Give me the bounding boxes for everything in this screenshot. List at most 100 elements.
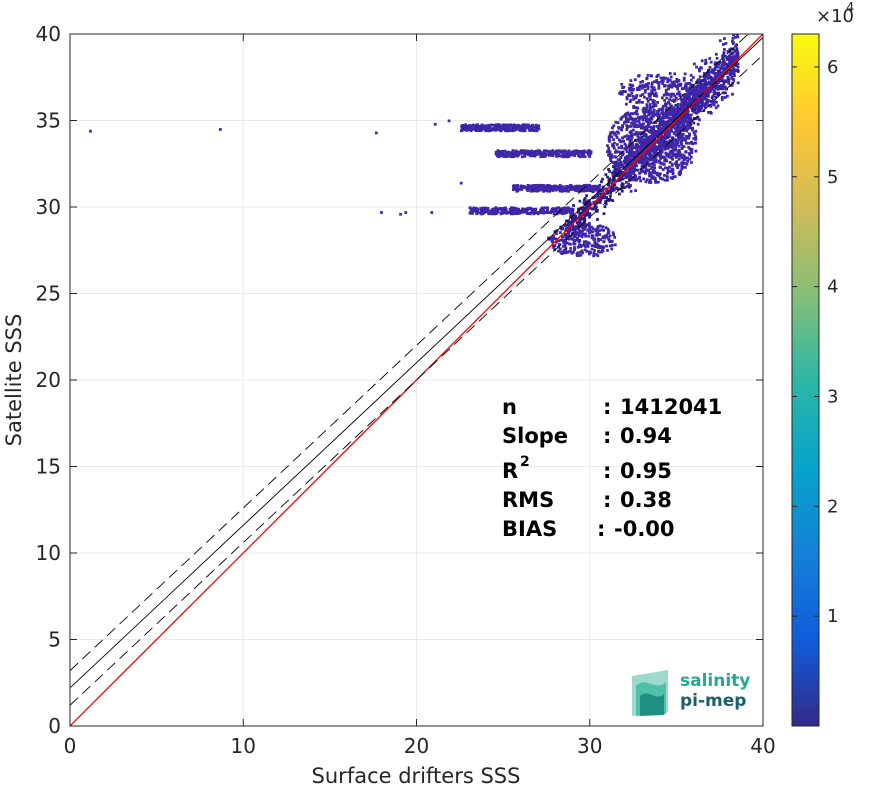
- density-cell: [521, 127, 524, 131]
- density-cell: [710, 68, 714, 72]
- density-cell: [612, 161, 615, 164]
- density-cell: [702, 87, 706, 91]
- density-cell: [586, 245, 590, 248]
- density-cell: [648, 163, 651, 166]
- density-scatter: [89, 34, 740, 258]
- density-cell: [659, 157, 662, 160]
- density-cell: [671, 152, 675, 155]
- density-cell: [679, 111, 682, 115]
- density-cell: [674, 110, 678, 114]
- density-cell: [627, 177, 631, 181]
- density-cell: [641, 161, 645, 165]
- density-cell: [620, 144, 623, 148]
- density-cell: [700, 89, 704, 93]
- density-cell: [619, 90, 623, 94]
- density-cell: [521, 125, 525, 128]
- density-cell: [664, 120, 668, 124]
- density-cell: [526, 126, 530, 130]
- density-cell: [579, 185, 582, 189]
- density-cell: [598, 245, 601, 248]
- density-cell: [626, 117, 630, 121]
- density-cell: [625, 97, 629, 101]
- density-cell: [726, 50, 730, 53]
- density-cell: [581, 209, 585, 213]
- density-cell: [526, 184, 530, 187]
- density-cell: [691, 76, 695, 79]
- density-cell: [636, 106, 640, 110]
- density-cell: [650, 74, 653, 78]
- density-cell: [612, 146, 616, 150]
- density-cell: [684, 138, 687, 142]
- density-cell: [708, 66, 712, 69]
- density-cell: [503, 149, 507, 153]
- density-cell: [480, 206, 484, 210]
- density-cell: [685, 129, 689, 133]
- density-cell: [658, 139, 661, 143]
- density-cell: [565, 152, 569, 155]
- density-cell: [592, 244, 596, 248]
- density-cell: [687, 121, 691, 125]
- density-cell: [642, 125, 646, 129]
- density-cell: [698, 118, 701, 122]
- density-cell: [735, 53, 738, 57]
- density-cell: [572, 149, 576, 153]
- density-cell: [625, 150, 629, 153]
- density-cell: [651, 105, 655, 109]
- density-cell: [674, 121, 678, 125]
- density-cell: [577, 207, 580, 211]
- density-cell: [688, 125, 692, 129]
- density-cell: [601, 236, 605, 240]
- density-cell: [707, 110, 710, 114]
- density-cell: [724, 54, 728, 58]
- density-cell: [533, 209, 537, 213]
- density-cell: [690, 161, 693, 164]
- density-cell: [563, 224, 567, 227]
- density-cell: [577, 153, 580, 157]
- density-cell: [582, 243, 586, 247]
- density-cell: [642, 110, 646, 114]
- density-cell: [668, 155, 672, 159]
- density-cell: [668, 139, 672, 142]
- density-cell: [460, 124, 464, 127]
- density-cell: [549, 188, 553, 191]
- density-cell: [535, 153, 538, 157]
- density-cell: [535, 211, 539, 215]
- density-cell: [728, 48, 732, 52]
- density-cell: [646, 117, 650, 121]
- density-cell: [564, 206, 568, 210]
- density-cell: [643, 134, 647, 138]
- density-cell: [574, 151, 577, 155]
- density-cell: [476, 124, 479, 127]
- density-cell: [699, 81, 703, 85]
- density-cell: [561, 209, 565, 213]
- density-cell: [629, 86, 633, 90]
- density-cell: [559, 211, 562, 215]
- density-cell: [583, 245, 587, 248]
- density-cell: [709, 89, 713, 93]
- density-cell: [547, 211, 551, 214]
- density-cell: [686, 97, 689, 100]
- density-cell: [528, 211, 532, 215]
- colorbar: [791, 33, 820, 727]
- density-cell: [542, 211, 545, 215]
- density-cell: [653, 121, 657, 125]
- density-cell: [548, 189, 552, 193]
- density-cell: [550, 209, 553, 213]
- stats-n-value: 1412041: [620, 395, 722, 419]
- density-cell: [659, 140, 663, 144]
- density-cell: [624, 120, 628, 124]
- density-cell: [634, 144, 638, 148]
- density-cell: [701, 78, 705, 82]
- colorbar-exponent-base: ×10: [816, 6, 854, 27]
- density-cell: [535, 187, 539, 190]
- density-cell: [711, 94, 715, 98]
- density-cell: [608, 234, 612, 238]
- density-cell: [662, 137, 666, 141]
- density-cell: [717, 62, 721, 66]
- density-cell: [688, 147, 692, 151]
- density-cell: [502, 123, 506, 127]
- density-cell: [675, 96, 678, 100]
- density-cell: [632, 170, 636, 174]
- density-cell: [615, 143, 619, 146]
- density-cell: [731, 42, 735, 45]
